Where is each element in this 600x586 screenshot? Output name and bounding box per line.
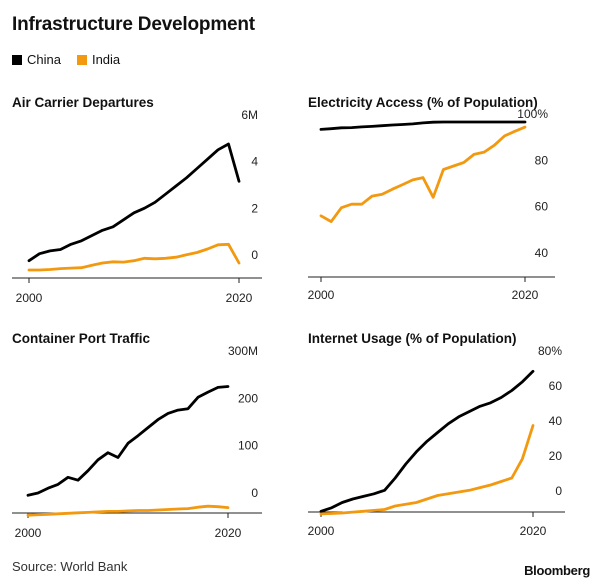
net-y-tick-label: 0 [555, 484, 562, 498]
legend-swatch-india [76, 54, 87, 65]
air-y-tick-label: 4 [251, 155, 258, 169]
legend-item-china: China [12, 52, 61, 67]
legend-item-india: India [76, 52, 121, 67]
air-series-china-line [27, 142, 241, 263]
port-y-tick-label: 100 [238, 439, 258, 453]
legend: China India [12, 52, 120, 67]
net-x-tick-label: 2020 [520, 524, 547, 538]
elec-series-china-line [319, 120, 527, 131]
port-x-tick-label: 2000 [15, 526, 42, 540]
air-y-tick-label: 0 [251, 248, 258, 262]
elec-y-tick-label: 60 [535, 200, 549, 214]
legend-swatch-china [12, 54, 22, 65]
panel-title-electricity: Electricity Access (% of Population) [308, 95, 538, 110]
net-y-tick-label: 40 [549, 414, 563, 428]
panel-title-internet: Internet Usage (% of Population) [308, 331, 517, 346]
elec-x-tick-label: 2000 [308, 288, 335, 302]
legend-label-china: China [27, 52, 61, 67]
source-note: Source: World Bank [12, 559, 128, 574]
elec-series-india-line [319, 125, 527, 224]
elec-x-tick-label: 2020 [512, 288, 539, 302]
elec-y-tick-label: 100% [517, 107, 548, 121]
chart-title: Infrastructure Development [12, 14, 255, 35]
air-x-tick-label: 2020 [226, 291, 253, 305]
air-y-tick-label: 6M [241, 108, 258, 122]
bloomberg-logo: Bloomberg [524, 563, 590, 578]
panel-title-air: Air Carrier Departures [12, 95, 154, 110]
net-y-tick-label: 80% [538, 344, 562, 358]
elec-y-tick-label: 40 [535, 246, 549, 260]
net-series-india-line [319, 424, 535, 516]
legend-label-india: India [91, 52, 121, 67]
air-y-tick-label: 2 [251, 201, 258, 215]
net-y-tick-label: 60 [549, 379, 563, 393]
net-y-tick-label: 20 [549, 449, 563, 463]
port-series-china-line [26, 385, 230, 497]
port-x-tick-label: 2020 [215, 526, 242, 540]
net-x-tick-label: 2000 [308, 524, 335, 538]
elec-y-tick-label: 80 [535, 153, 549, 167]
port-series-india-line [26, 504, 230, 517]
air-x-tick-label: 2000 [16, 291, 43, 305]
port-y-tick-label: 300M [228, 344, 258, 358]
port-y-tick-label: 0 [251, 486, 258, 500]
net-series-china-line [319, 369, 535, 513]
port-y-tick-label: 200 [238, 391, 258, 405]
air-series-india-line [27, 242, 241, 272]
panel-title-port: Container Port Traffic [12, 331, 151, 346]
